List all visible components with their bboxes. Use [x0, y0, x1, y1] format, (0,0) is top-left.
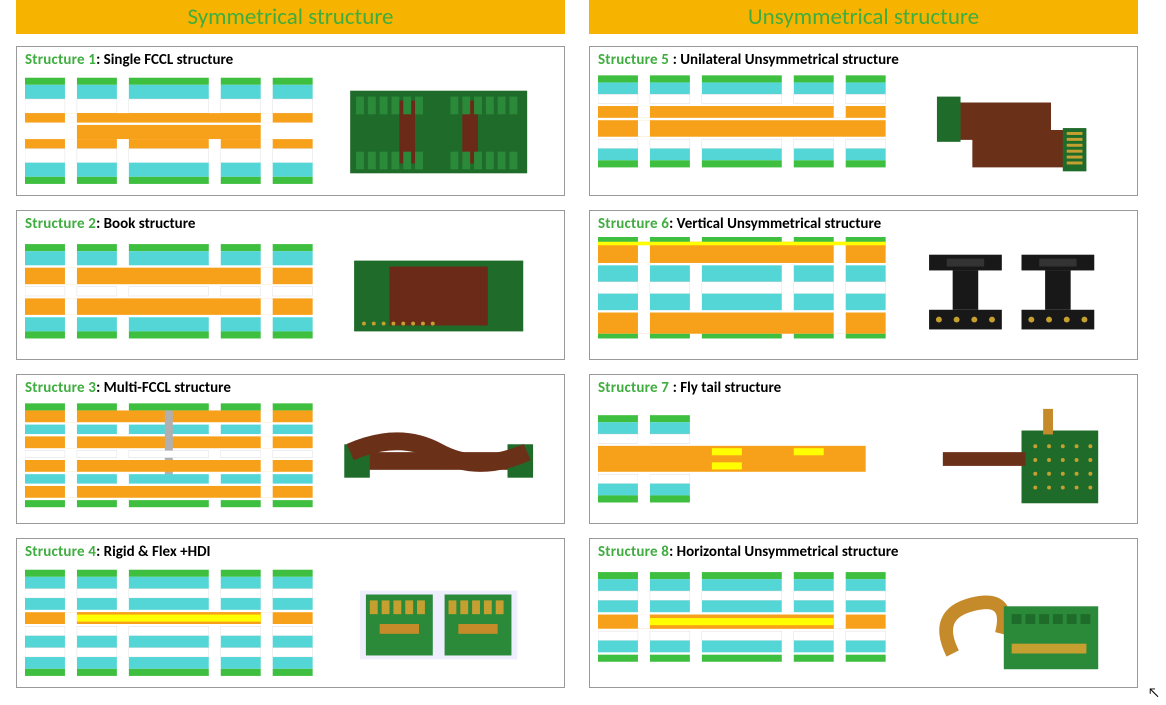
card-title: Structure 1: Single FCCL structure [25, 51, 556, 69]
stackup-diagram [598, 73, 886, 191]
card-title: Structure 2: Book structure [25, 215, 556, 233]
structure-number: Structure 4 [25, 543, 96, 561]
column-header: Symmetrical structure [16, 0, 565, 34]
structure-desc: : Vertical Unsymmetrical structure [669, 215, 881, 233]
structure-number: Structure 3 [25, 379, 96, 397]
photo-area [321, 565, 556, 683]
photo-area [894, 565, 1129, 683]
photo-area [894, 73, 1129, 191]
photo-area [321, 401, 556, 519]
diagram-area [25, 73, 313, 191]
stackup-diagram [598, 565, 886, 683]
stackup-diagram [598, 401, 886, 519]
structure-desc: : Fly tail structure [673, 379, 781, 397]
diagram-area [25, 237, 313, 355]
photo-area [321, 237, 556, 355]
structure-number: Structure 2 [25, 215, 96, 233]
structure-number: Structure 6 [598, 215, 669, 233]
pcb-photo [894, 401, 1129, 519]
photo-area [894, 237, 1129, 355]
pcb-photo [321, 401, 556, 519]
photo-area [321, 73, 556, 191]
card-title: Structure 4: Rigid & Flex +HDI [25, 543, 556, 561]
card-title: Structure 3: Multi-FCCL structure [25, 379, 556, 397]
stackup-diagram [598, 237, 886, 355]
card-title: Structure 7 : Fly tail structure [598, 379, 1129, 397]
structure-desc: : Rigid & Flex +HDI [96, 543, 210, 561]
stackup-diagram [25, 73, 313, 191]
structure-number: Structure 1 [25, 51, 96, 69]
structure-card: Structure 2: Book structure [16, 210, 565, 360]
photo-area [894, 401, 1129, 519]
structure-desc: : Single FCCL structure [96, 51, 233, 69]
diagram-area [25, 401, 313, 519]
card-title: Structure 6: Vertical Unsymmetrical stru… [598, 215, 1129, 233]
pcb-photo [321, 73, 556, 191]
pcb-photo [894, 237, 1129, 355]
pcb-photo [321, 237, 556, 355]
stackup-diagram [25, 401, 313, 519]
structure-card: Structure 4: Rigid & Flex +HDI [16, 538, 565, 688]
structure-card: Structure 1: Single FCCL structure [16, 46, 565, 196]
structure-card: Structure 6: Vertical Unsymmetrical stru… [589, 210, 1138, 360]
structure-number: Structure 5 [598, 51, 673, 69]
pcb-photo [894, 73, 1129, 191]
stackup-diagram [25, 237, 313, 355]
structure-desc: : Horizontal Unsymmetrical structure [669, 543, 898, 561]
diagram-area [598, 401, 886, 519]
stackup-diagram [25, 565, 313, 683]
structure-card: Structure 5 : Unilateral Unsymmetrical s… [589, 46, 1138, 196]
structure-card: Structure 7 : Fly tail structure [589, 374, 1138, 524]
column-header: Unsymmetrical structure [589, 0, 1138, 34]
structure-card: Structure 8: Horizontal Unsymmetrical st… [589, 538, 1138, 688]
card-title: Structure 5 : Unilateral Unsymmetrical s… [598, 51, 1129, 69]
structure-number: Structure 7 [598, 379, 673, 397]
card-title: Structure 8: Horizontal Unsymmetrical st… [598, 543, 1129, 561]
diagram-area [25, 565, 313, 683]
pcb-photo [894, 565, 1129, 683]
structure-desc: : Unilateral Unsymmetrical structure [673, 51, 899, 69]
diagram-area [598, 73, 886, 191]
structure-desc: : Multi-FCCL structure [96, 379, 231, 397]
pcb-photo [321, 565, 556, 683]
diagram-area [598, 237, 886, 355]
diagram-area [598, 565, 886, 683]
structure-number: Structure 8 [598, 543, 669, 561]
structure-card: Structure 3: Multi-FCCL structure [16, 374, 565, 524]
structure-desc: : Book structure [96, 215, 195, 233]
